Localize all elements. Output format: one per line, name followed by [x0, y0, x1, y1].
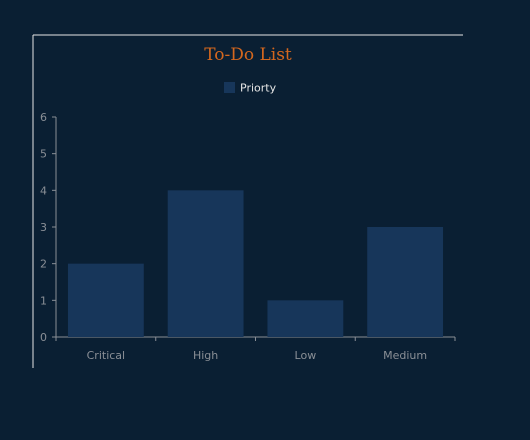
bar [67, 263, 144, 337]
legend: Priorty [224, 82, 277, 95]
bar [167, 190, 244, 337]
bar-series [67, 190, 444, 337]
y-tick-label: 5 [40, 148, 47, 161]
x-axis: Critical High Low Medium [55, 336, 456, 362]
x-tick-label: Critical [87, 349, 125, 362]
bar [267, 300, 344, 337]
y-tick-label: 1 [40, 294, 47, 307]
chart-title: To-Do List [204, 45, 292, 65]
y-tick-label: 2 [40, 258, 47, 271]
y-axis: 0 1 2 3 4 5 6 [40, 111, 57, 344]
x-tick-label: High [193, 349, 218, 362]
y-tick-label: 0 [40, 331, 47, 344]
legend-label: Priorty [240, 82, 277, 95]
y-tick-label: 4 [40, 184, 47, 197]
y-tick-label: 6 [40, 111, 47, 124]
x-tick-label: Medium [383, 349, 427, 362]
legend-swatch [224, 82, 235, 93]
y-tick-label: 3 [40, 221, 47, 234]
x-tick-label: Low [295, 349, 317, 362]
bar [367, 227, 444, 337]
